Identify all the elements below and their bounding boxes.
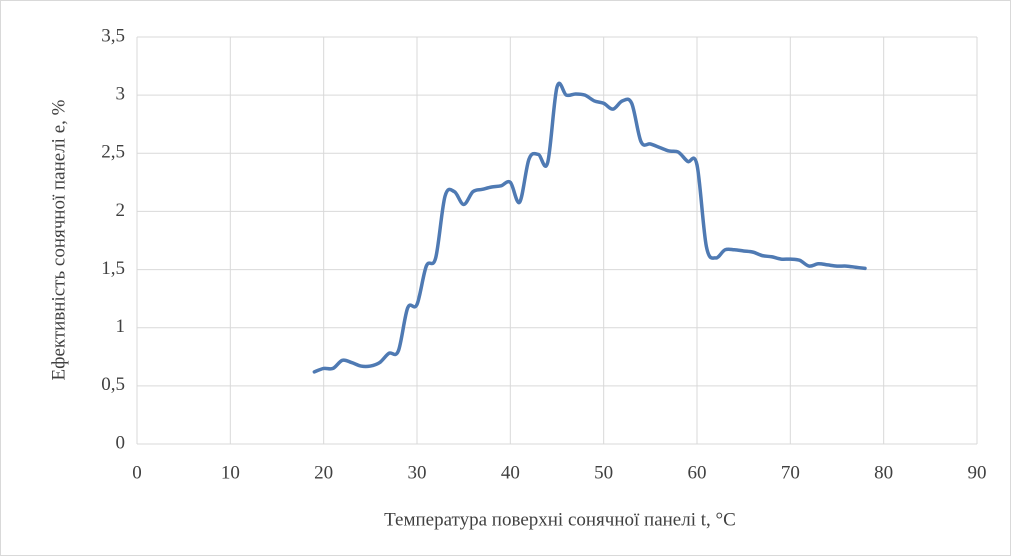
x-tick-label: 80: [874, 462, 893, 483]
y-tick-label: 0,5: [101, 374, 125, 395]
x-tick-label: 40: [501, 462, 520, 483]
x-tick-label: 90: [968, 462, 987, 483]
x-tick-label: 10: [221, 462, 240, 483]
y-axis-title: Ефективність сонячної панелі е, %: [48, 99, 69, 380]
x-tick-label: 50: [594, 462, 613, 483]
x-tick-label: 70: [781, 462, 800, 483]
x-tick-label: 20: [314, 462, 333, 483]
x-tick-label: 60: [688, 462, 707, 483]
x-axis-title: Температура поверхні сонячної панелі t, …: [384, 509, 736, 530]
y-tick-label: 2: [116, 200, 126, 221]
y-tick-label: 0: [116, 432, 126, 453]
x-tick-label: 0: [132, 462, 142, 483]
y-tick-label: 3,5: [101, 25, 125, 46]
data-line: [312, 81, 867, 374]
y-tick-label: 2,5: [101, 142, 125, 163]
y-tick-label: 1: [116, 316, 126, 337]
x-tick-label: 30: [408, 462, 427, 483]
y-tick-label: 1,5: [101, 258, 125, 279]
y-tick-label: 3: [116, 84, 126, 105]
